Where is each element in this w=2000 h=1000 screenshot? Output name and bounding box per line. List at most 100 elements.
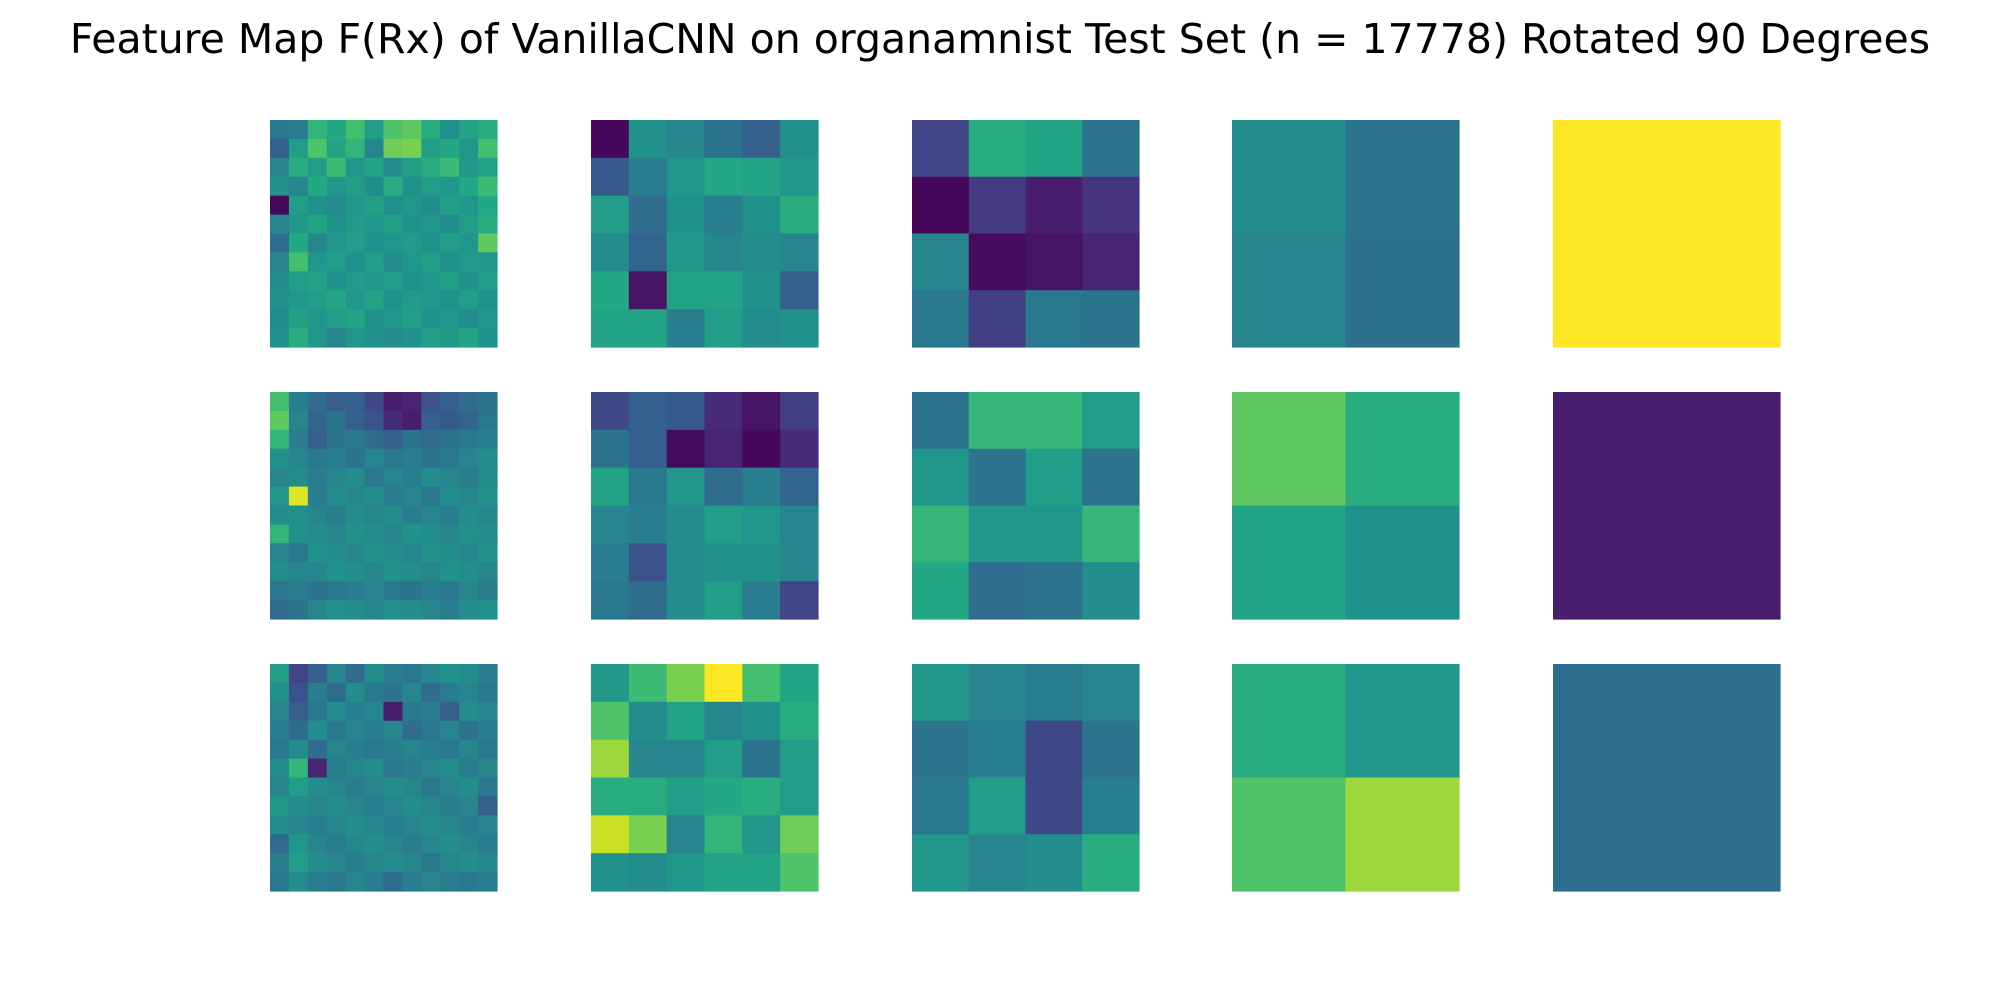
- heatmap-cell: [326, 872, 347, 892]
- heatmap-cell: [270, 448, 290, 469]
- heatmap-cell: [440, 467, 460, 488]
- heatmap-cell: [364, 796, 385, 816]
- heatmap-cell: [326, 600, 347, 620]
- heatmap-cell: [270, 271, 290, 291]
- heatmap-cell: [270, 682, 290, 703]
- heatmap-cell: [345, 834, 366, 854]
- heatmap-cell: [459, 328, 479, 348]
- heatmap-cell: [459, 853, 479, 873]
- heatmap-cell: [440, 600, 460, 620]
- heatmap-cell: [1025, 392, 1083, 450]
- heatmap-cell: [459, 739, 479, 760]
- heatmap-cell: [402, 562, 422, 582]
- heatmap-cell: [307, 581, 328, 601]
- heatmap-cell: [591, 467, 630, 507]
- heatmap-cell: [270, 157, 290, 178]
- heatmap-cell: [704, 853, 743, 892]
- heatmap-cell: [780, 664, 819, 703]
- heatmap-cell: [402, 214, 422, 235]
- heatmap-cell: [345, 392, 366, 412]
- heatmap-cell: [402, 309, 422, 329]
- heatmap-cell: [270, 853, 290, 873]
- heatmap-cell: [968, 562, 1027, 620]
- heatmap-cell: [478, 701, 498, 722]
- heatmap-cell: [421, 290, 441, 310]
- heatmap-cell: [364, 157, 385, 178]
- heatmap-cell: [364, 328, 385, 348]
- heatmap-cell: [270, 467, 290, 488]
- heatmap-cell: [440, 486, 460, 507]
- heatmap-cell: [1232, 777, 1347, 892]
- heatmap-cell: [1025, 777, 1083, 835]
- heatmap-cell: [288, 252, 309, 272]
- heatmap-cell: [628, 233, 668, 272]
- heatmap-cell: [402, 581, 422, 601]
- heatmap-cell: [288, 271, 309, 291]
- heatmap-cell: [288, 562, 309, 582]
- heatmap-cell: [307, 138, 328, 159]
- heatmap-cell: [307, 872, 328, 892]
- heatmap-cell: [345, 664, 366, 684]
- heatmap-cell: [478, 410, 498, 431]
- heatmap-cell: [478, 505, 498, 526]
- heatmap-cell: [270, 252, 290, 272]
- heatmap-panel-r3-c5: [1553, 664, 1781, 892]
- heatmap-cell: [780, 815, 819, 854]
- heatmap-cell: [628, 664, 668, 703]
- heatmap-panel-r2-c2: [591, 392, 819, 620]
- heatmap-cell: [326, 581, 347, 601]
- heatmap-cell: [1025, 120, 1083, 178]
- heatmap-cell: [288, 429, 309, 450]
- heatmap-cell: [459, 176, 479, 197]
- heatmap-cell: [478, 581, 498, 601]
- heatmap-cell: [421, 796, 441, 816]
- heatmap-cell: [288, 664, 309, 684]
- heatmap-cell: [704, 505, 743, 544]
- heatmap-cell: [288, 448, 309, 469]
- heatmap-cell: [440, 720, 460, 741]
- heatmap-cell: [459, 701, 479, 722]
- heatmap-cell: [345, 176, 366, 197]
- heatmap-cell: [288, 195, 309, 216]
- heatmap-cell: [383, 562, 404, 582]
- heatmap-cell: [383, 853, 404, 873]
- heatmap-cell: [307, 758, 328, 779]
- heatmap-cell: [270, 392, 290, 412]
- heatmap-cell: [666, 467, 706, 507]
- heatmap-cell: [704, 815, 743, 854]
- heatmap-cell: [1345, 664, 1460, 779]
- heatmap-cell: [780, 233, 819, 272]
- heatmap-cell: [704, 543, 743, 582]
- heatmap-cell: [742, 233, 781, 272]
- heatmap-cell: [402, 505, 422, 526]
- heatmap-cell: [628, 429, 668, 469]
- heatmap-cell: [459, 486, 479, 507]
- chart-title: Feature Map F(Rx) of VanillaCNN on organ…: [69, 15, 1931, 63]
- heatmap-cell: [478, 853, 498, 873]
- heatmap-cell: [364, 429, 385, 450]
- heatmap-cell: [591, 120, 630, 159]
- heatmap-cell: [440, 138, 460, 159]
- heatmap-cell: [402, 664, 422, 684]
- heatmap-cell: [402, 271, 422, 291]
- heatmap-cell: [704, 233, 743, 272]
- heatmap-cell: [345, 701, 366, 722]
- heatmap-cell: [1025, 290, 1083, 348]
- heatmap-cell: [270, 562, 290, 582]
- heatmap-cell: [383, 701, 404, 722]
- heatmap-panel-r2-c4: [1232, 392, 1460, 620]
- heatmap-cell: [364, 392, 385, 412]
- heatmap-cell: [440, 195, 460, 216]
- heatmap-cell: [421, 600, 441, 620]
- heatmap-cell: [742, 392, 781, 431]
- heatmap-cell: [421, 448, 441, 469]
- heatmap-cell: [270, 664, 290, 684]
- heatmap-cell: [912, 777, 970, 835]
- heatmap-cell: [383, 872, 404, 892]
- heatmap-cell: [440, 543, 460, 563]
- heatmap-cell: [478, 195, 498, 216]
- heatmap-cell: [421, 157, 441, 178]
- heatmap-cell: [591, 505, 630, 544]
- heatmap-cell: [383, 448, 404, 469]
- heatmap-cell: [288, 872, 309, 892]
